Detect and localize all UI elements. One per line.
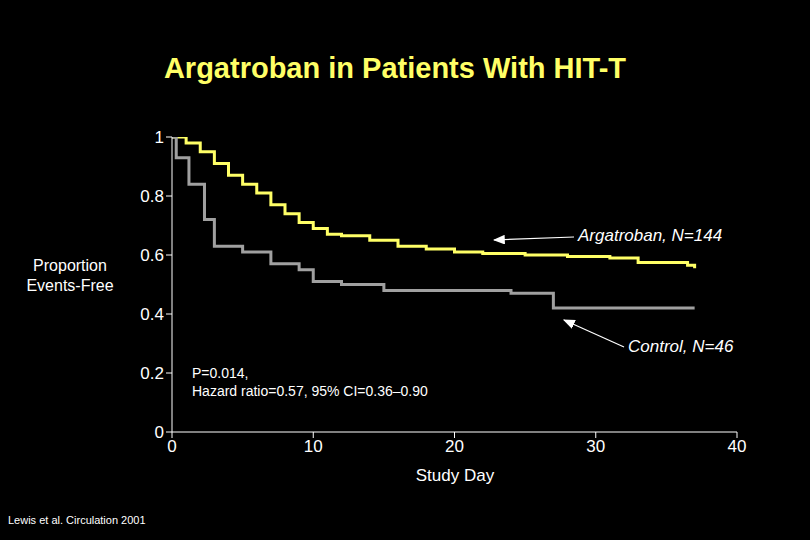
- html-text:Proportion Events-Free: Proportion Events-Free: [26, 257, 114, 294]
- svg-text:0.8: 0.8: [140, 187, 164, 206]
- html-text:Lewis et al. Circulation 2001: Lewis et al. Circulation 2001: [8, 514, 146, 526]
- svg-text:0.6: 0.6: [140, 246, 164, 265]
- svg-text:0.4: 0.4: [140, 305, 164, 324]
- svg-text:20: 20: [445, 437, 464, 456]
- svg-text:1: 1: [155, 128, 164, 147]
- html-text:Study Day: Study Day: [415, 466, 495, 485]
- svg-text:10: 10: [304, 437, 323, 456]
- html-text:Control, N=46: Control, N=46: [628, 337, 734, 356]
- html-text:P=0.014,: P=0.014,: [192, 365, 249, 381]
- svg-text:30: 30: [586, 437, 605, 456]
- html-text:Argatroban in Patients With HI: Argatroban in Patients With HIT-T: [163, 52, 627, 84]
- html-text:Argatroban, N=144: Argatroban, N=144: [578, 226, 723, 245]
- svg-text:0.2: 0.2: [140, 364, 164, 383]
- svg-text:0: 0: [155, 423, 164, 442]
- html-text:Hazard ratio=0.57, 95% CI=0.36: Hazard ratio=0.57, 95% CI=0.36–0.90: [192, 383, 428, 399]
- svg-text:40: 40: [728, 437, 747, 456]
- svg-text:0: 0: [167, 437, 176, 456]
